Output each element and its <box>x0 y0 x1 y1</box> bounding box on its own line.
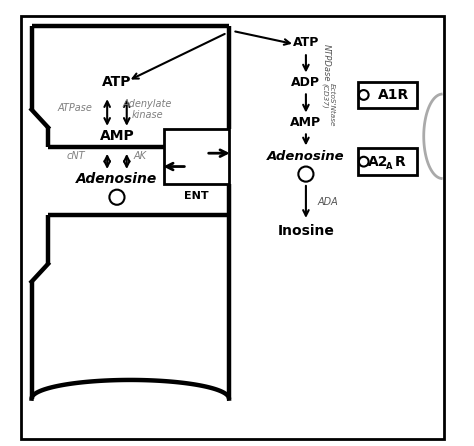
Bar <box>358 149 417 175</box>
Text: Adenosine: Adenosine <box>76 173 157 186</box>
Text: A1R: A1R <box>378 88 409 102</box>
Text: ATP: ATP <box>102 74 132 89</box>
Text: ATPase: ATPase <box>57 103 92 113</box>
Text: A2: A2 <box>368 155 389 169</box>
Text: ATP: ATP <box>293 37 319 50</box>
Text: NTPDase: NTPDase <box>321 44 330 82</box>
Text: cNT: cNT <box>67 151 85 161</box>
Text: ADA: ADA <box>317 197 338 206</box>
Text: Inosine: Inosine <box>277 224 334 238</box>
Text: AK: AK <box>134 151 146 161</box>
Bar <box>358 82 417 108</box>
Text: AMP: AMP <box>291 116 321 129</box>
Bar <box>164 129 229 184</box>
Text: ENT: ENT <box>184 191 209 201</box>
Text: AMP: AMP <box>100 129 134 143</box>
Text: Adenosine: Adenosine <box>267 150 345 163</box>
Text: Adenylate
kinase: Adenylate kinase <box>122 99 172 120</box>
Text: A: A <box>386 161 392 170</box>
Text: ADP: ADP <box>292 76 320 90</box>
Text: R: R <box>395 155 406 169</box>
Text: EctoS'Ntase
(CD37): EctoS'Ntase (CD37) <box>321 83 335 127</box>
